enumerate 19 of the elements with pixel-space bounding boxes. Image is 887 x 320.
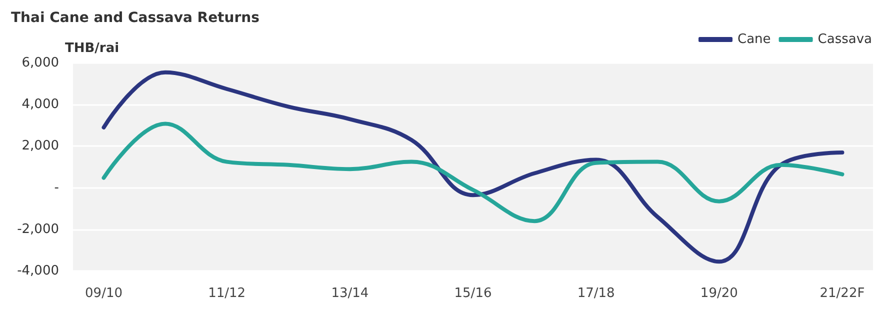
legend-label: Cassava <box>818 32 872 47</box>
x-tick-label: 17/18 <box>577 286 615 301</box>
x-tick-label: 13/14 <box>331 286 369 301</box>
legend-label: Cane <box>738 32 771 47</box>
x-tick-label: 09/10 <box>85 286 123 301</box>
y-tick-label: 6,000 <box>22 56 59 70</box>
y-tick-label: 4,000 <box>22 97 59 112</box>
y-tick-label: -2,000 <box>17 222 59 237</box>
y-axis-title: THB/rai <box>65 41 120 56</box>
x-tick-label: 21/22F <box>820 286 865 301</box>
x-tick-label: 19/20 <box>700 286 738 301</box>
y-tick-label: - <box>54 180 60 196</box>
chart-title: Thai Cane and Cassava Returns <box>11 10 260 26</box>
line-series <box>102 70 844 264</box>
x-tick-label: 15/16 <box>454 286 492 301</box>
y-tick-label: 2,000 <box>22 138 59 154</box>
y-tick-label: -4,000 <box>17 264 59 278</box>
x-tick-label: 11/12 <box>208 286 246 301</box>
line-series <box>102 122 844 224</box>
